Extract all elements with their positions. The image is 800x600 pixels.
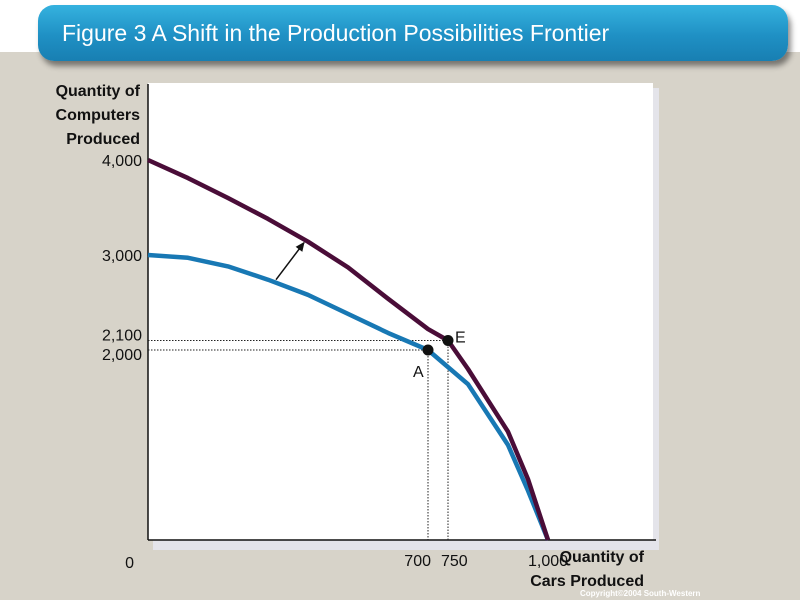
y-axis-title-line: Quantity of	[55, 83, 140, 100]
point-label-E: E	[455, 330, 466, 347]
x-tick-label: 750	[441, 553, 468, 570]
origin-label: 0	[125, 555, 134, 572]
x-tick-label: 700	[404, 553, 431, 570]
y-axis-title: Quantity of Computers Produced	[56, 80, 140, 152]
shift-arrow	[275, 241, 305, 281]
x-axis-title: Quantity of Cars Produced	[530, 546, 644, 594]
copyright-notice: Copyright©2004 South-Western	[580, 589, 701, 598]
frontier-line-2	[147, 157, 551, 541]
chart-panel	[148, 83, 653, 540]
y-tick-label: 2,000	[102, 347, 142, 364]
point-label-A: A	[413, 364, 424, 381]
slide-title: Figure 3 A Shift in the Production Possi…	[62, 20, 610, 46]
title-banner: Figure 3 A Shift in the Production Possi…	[38, 5, 788, 61]
y-tick-label: 2,100	[102, 328, 142, 345]
x-axis-title-line: Quantity of	[559, 549, 644, 566]
y-tick-label: 4,000	[102, 153, 142, 170]
point-E	[442, 335, 454, 346]
y-tick-label: 3,000	[102, 248, 142, 265]
frontier-line-1	[147, 252, 551, 541]
y-axis-title-line: Computers	[55, 107, 140, 124]
x-tick-label: 1,000	[528, 553, 568, 570]
x-axis-title-line: Cars Produced	[530, 573, 644, 590]
y-axis-title-line: Produced	[66, 131, 140, 148]
point-A	[422, 344, 434, 356]
